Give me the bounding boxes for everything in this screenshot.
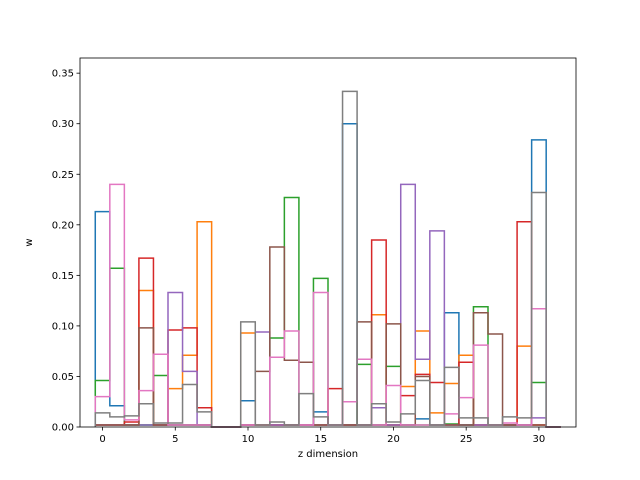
y-tick-label: 0.20	[52, 220, 74, 231]
x-tick-label: 20	[387, 434, 400, 445]
plot-frame	[79, 57, 577, 428]
x-tick-label: 0	[99, 434, 105, 445]
x-axis-label: z dimension	[298, 449, 358, 460]
y-tick-label: 0.15	[52, 271, 74, 282]
x-tick-label: 25	[460, 434, 473, 445]
y-tick-label: 0.10	[52, 321, 74, 332]
x-tick-label: 15	[314, 434, 327, 445]
x-tick-label: 5	[172, 434, 178, 445]
y-tick-label: 0.30	[52, 119, 74, 130]
x-tick-label: 10	[242, 434, 255, 445]
y-tick-label: 0.00	[52, 423, 74, 434]
y-tick-label: 0.05	[52, 372, 74, 383]
y-tick-label: 0.35	[52, 69, 74, 80]
y-tick-label: 0.25	[52, 170, 74, 181]
series-layer	[94, 90, 561, 428]
x-axis: 0 5 10 15 20 25 30	[99, 427, 545, 445]
y-axis: 0.00 0.05 0.10 0.15 0.20 0.25 0.30 0.35	[52, 69, 80, 434]
series-8-step-line	[94, 90, 561, 428]
y-axis-label: w	[24, 238, 35, 246]
x-tick-label: 30	[533, 434, 546, 445]
